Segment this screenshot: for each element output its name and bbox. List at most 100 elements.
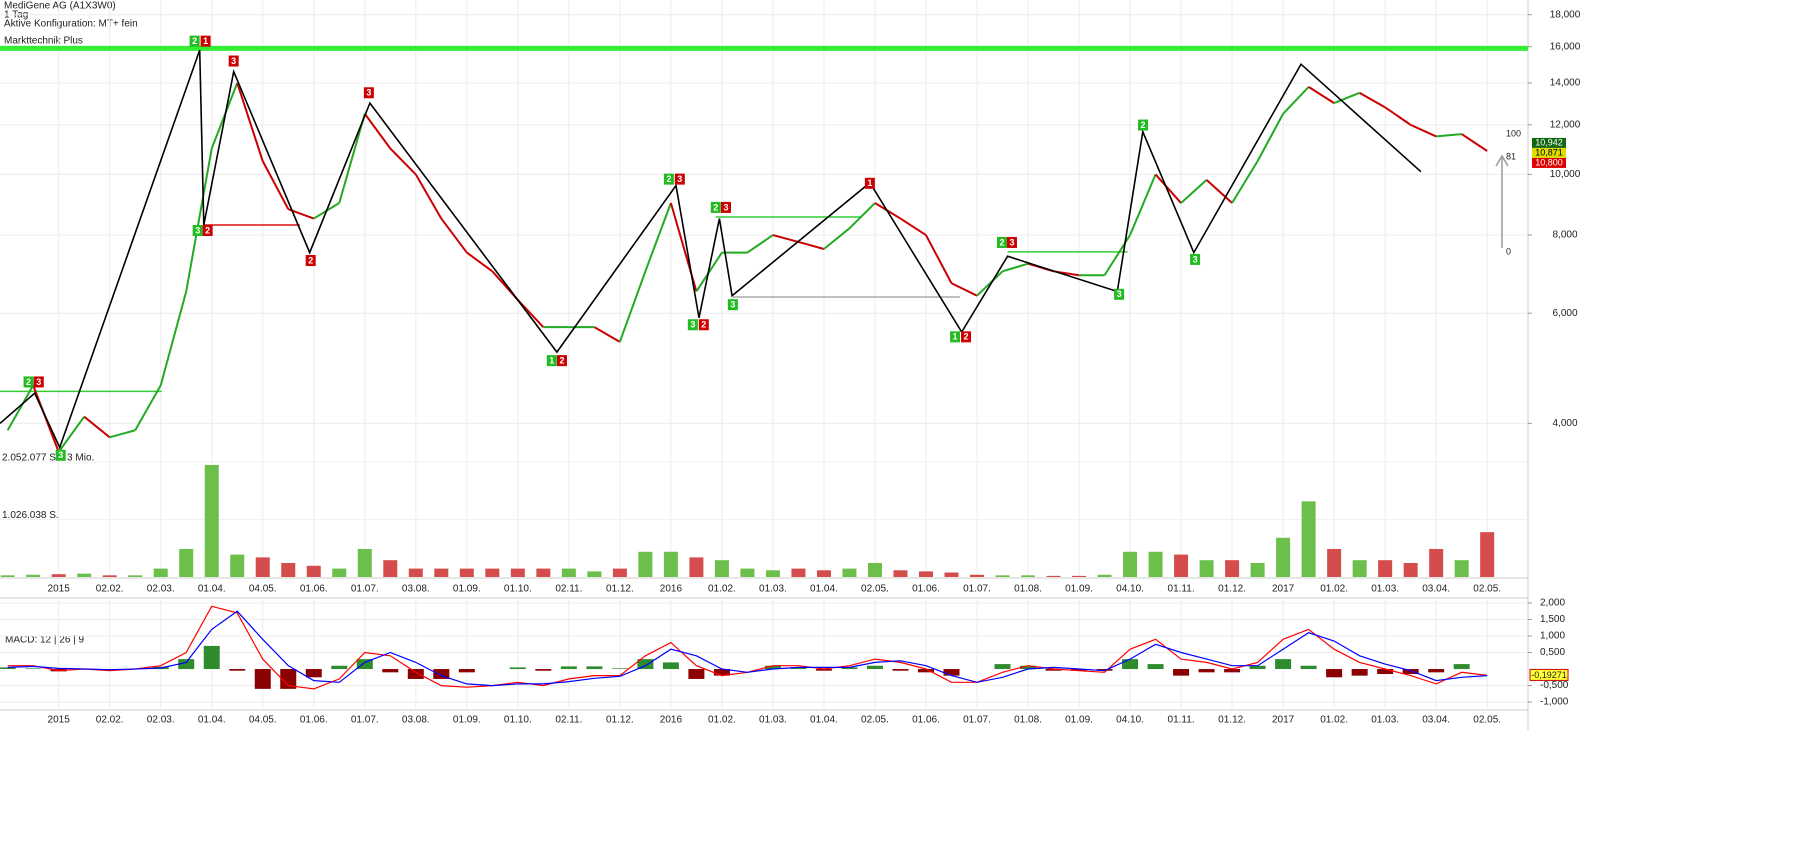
marker-label: 3 bbox=[1117, 289, 1122, 299]
marker-label: 1 bbox=[867, 178, 872, 188]
histogram-bar bbox=[1249, 665, 1266, 670]
volume-bar bbox=[1225, 560, 1240, 577]
price-segment bbox=[1180, 179, 1208, 204]
marker-label: 2 bbox=[1141, 120, 1146, 130]
histogram-bar bbox=[1020, 665, 1037, 670]
last-price-label: 10,942 bbox=[1535, 137, 1563, 147]
price-segment bbox=[951, 282, 978, 297]
marker-label: 3 bbox=[730, 300, 735, 310]
volume-bar bbox=[230, 554, 245, 577]
volume-bar bbox=[816, 570, 831, 577]
histogram-bar bbox=[943, 669, 960, 676]
price-segment bbox=[1410, 123, 1437, 138]
histogram-bar bbox=[560, 666, 577, 670]
x-tick-label: 2016 bbox=[660, 715, 683, 726]
marker-label: 2 bbox=[701, 320, 706, 330]
x-tick-label: 02.05. bbox=[1473, 584, 1501, 595]
volume-bar bbox=[332, 568, 347, 577]
volume-bar bbox=[612, 568, 627, 577]
marker-box bbox=[961, 331, 972, 343]
x-tick-label: 01.06. bbox=[300, 584, 328, 595]
histogram-bar bbox=[1275, 659, 1292, 670]
y-tick-label: 10,000 bbox=[1550, 169, 1581, 180]
histogram-bar bbox=[586, 666, 603, 670]
histogram-bar bbox=[1198, 669, 1215, 673]
marker-box bbox=[674, 173, 685, 185]
price-segment bbox=[1231, 160, 1259, 204]
x-tick-label: 03.08. bbox=[402, 584, 430, 595]
side-arrow-head bbox=[1495, 154, 1509, 167]
histogram-bar bbox=[764, 665, 781, 670]
volume-bar bbox=[0, 575, 15, 577]
volume-bar bbox=[485, 568, 500, 577]
histogram-bar bbox=[1122, 659, 1139, 670]
price-segment bbox=[618, 270, 647, 343]
histogram-bar bbox=[1071, 669, 1088, 671]
x-tick-label: 02.05. bbox=[861, 715, 889, 726]
x-tick-label: 04.10. bbox=[1116, 584, 1144, 595]
side-label: 100 bbox=[1506, 128, 1521, 138]
trend-zigzag bbox=[0, 49, 1422, 450]
marker-box bbox=[189, 35, 200, 47]
marker-box bbox=[55, 449, 66, 461]
indicator-label: Markttechnik Plus bbox=[4, 36, 83, 47]
volume-bar bbox=[306, 565, 321, 577]
histogram-bar bbox=[178, 659, 195, 670]
marker-box bbox=[1138, 119, 1149, 131]
histogram-bar bbox=[407, 669, 424, 679]
x-tick-label: 2015 bbox=[48, 584, 71, 595]
y-tick-label: 1.026.038 S. bbox=[2, 510, 59, 521]
x-tick-label: 2015 bbox=[48, 715, 71, 726]
x-tick-label: 01.03. bbox=[1371, 584, 1399, 595]
marker-label: 2 bbox=[192, 36, 197, 46]
volume-bar bbox=[536, 568, 551, 577]
histogram-bar bbox=[662, 662, 679, 670]
marker-label: 2 bbox=[964, 332, 969, 342]
x-tick-label: 01.07. bbox=[963, 715, 991, 726]
histogram-bar bbox=[1300, 665, 1317, 670]
volume-bar bbox=[765, 570, 780, 577]
volume-bar bbox=[153, 568, 168, 577]
price-segment bbox=[185, 148, 213, 292]
marker-label: 3 bbox=[1193, 254, 1198, 264]
histogram-bar bbox=[892, 669, 909, 671]
price-segment bbox=[236, 82, 264, 162]
x-tick-label: 02.03. bbox=[147, 584, 175, 595]
histogram-bar bbox=[994, 664, 1011, 670]
last-price-label: 10,800 bbox=[1535, 157, 1563, 167]
volume-bar bbox=[1021, 575, 1036, 577]
marker-label: 3 bbox=[1009, 237, 1014, 247]
marker-box bbox=[687, 319, 698, 331]
x-tick-label: 01.09. bbox=[1065, 715, 1093, 726]
volume-bar bbox=[77, 573, 92, 577]
y-tick-label: 18,000 bbox=[1550, 9, 1581, 20]
last-price-box bbox=[1532, 157, 1566, 168]
volume-bar bbox=[791, 568, 806, 577]
price-segment bbox=[363, 113, 392, 150]
macd-title: MACD: 12 | 26 | 9 bbox=[5, 635, 85, 646]
marker-label: 3 bbox=[195, 225, 200, 235]
histogram-bar bbox=[1045, 669, 1062, 671]
price-segment bbox=[109, 429, 136, 439]
marker-box bbox=[192, 224, 203, 236]
price-segment bbox=[644, 202, 672, 272]
y-tick-label: 1,500 bbox=[1540, 614, 1565, 625]
price-segment bbox=[1205, 179, 1233, 204]
x-tick-label: 01.04. bbox=[810, 715, 838, 726]
price-segment bbox=[1282, 86, 1310, 115]
price-segment bbox=[593, 326, 621, 343]
y-tick-label: 0,500 bbox=[1540, 647, 1565, 658]
marker-box bbox=[305, 255, 316, 267]
y-tick-label: 1,000 bbox=[1540, 631, 1565, 642]
marker-box bbox=[1006, 236, 1017, 248]
price-segment bbox=[772, 234, 799, 243]
x-tick-label: 02.02. bbox=[96, 715, 124, 726]
histogram-bar bbox=[1428, 669, 1445, 673]
volume-bar bbox=[1072, 575, 1087, 577]
price-segment bbox=[1359, 91, 1386, 109]
price-segment bbox=[925, 234, 953, 284]
price-segment bbox=[159, 291, 188, 386]
volume-bar bbox=[1046, 575, 1061, 577]
volume-bar bbox=[638, 551, 653, 577]
volume-bar bbox=[1378, 560, 1393, 577]
